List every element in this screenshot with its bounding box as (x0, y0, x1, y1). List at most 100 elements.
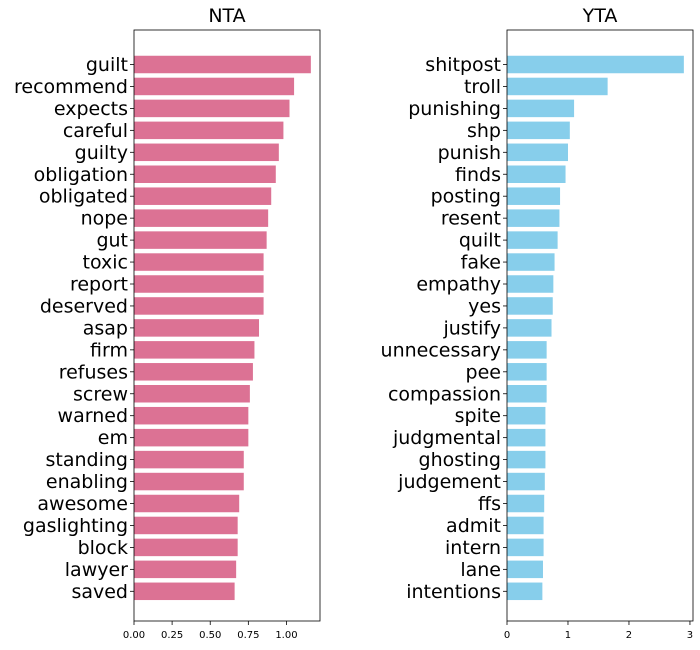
bar-deserved (134, 297, 264, 315)
bar-awesome (134, 494, 240, 513)
category-label: obligated (39, 186, 128, 208)
category-label: finds (455, 164, 501, 186)
category-label: justify (442, 317, 501, 339)
category-label: empathy (416, 274, 501, 296)
category-label: lawyer (65, 559, 128, 581)
category-label: enabling (46, 471, 128, 493)
bar-gut (134, 231, 267, 249)
category-label: nope (81, 208, 128, 230)
bar-guilt (134, 55, 311, 74)
category-label: guilty (75, 142, 128, 164)
category-label: standing (46, 449, 128, 471)
bar-firm (134, 341, 255, 359)
category-label: intern (445, 537, 501, 559)
category-label: ffs (478, 493, 501, 515)
category-label: compassion (388, 383, 501, 405)
category-label: quilt (459, 230, 501, 252)
bar-yes (507, 297, 553, 315)
bar-resent (507, 209, 560, 227)
category-label: admit (446, 515, 501, 537)
x-tick-label: 0.00 (123, 630, 145, 641)
category-label: fake (461, 252, 501, 274)
axes-frame (133, 29, 321, 622)
bar-obligation (134, 165, 276, 183)
bar-pee (507, 363, 547, 381)
category-label: refuses (59, 361, 128, 383)
bar-judgmental (507, 428, 546, 447)
panel-nta: NTAguiltrecommendexpectscarefulguiltyobl… (14, 5, 321, 641)
category-label: punishing (408, 98, 501, 120)
category-label: unnecessary (381, 339, 501, 361)
bar-empathy (507, 275, 554, 293)
bar-compassion (507, 385, 547, 403)
bar-justify (507, 319, 552, 337)
panel-title: NTA (208, 5, 245, 27)
category-label: spite (455, 405, 501, 427)
category-label: warned (58, 405, 128, 427)
bar-saved (134, 582, 235, 601)
category-label: lane (460, 559, 501, 581)
bar-guilty (134, 143, 279, 162)
bar-punish (507, 143, 568, 162)
axes-frame (506, 29, 694, 622)
bar-spite (507, 406, 546, 425)
bar-admit (507, 516, 544, 535)
category-label: em (98, 427, 128, 449)
bar-recommend (134, 77, 295, 96)
bar-refuses (134, 363, 253, 381)
x-tick-label: 0.50 (199, 630, 221, 641)
category-label: asap (83, 317, 128, 339)
category-label: obligation (34, 164, 128, 186)
category-label: block (78, 537, 128, 559)
x-tick-label: 2 (626, 630, 632, 641)
category-label: gaslighting (23, 515, 128, 537)
bar-toxic (134, 253, 264, 271)
bar-lane (507, 560, 543, 579)
bar-shitpost (507, 55, 684, 74)
category-label: saved (71, 581, 128, 603)
bar-warned (134, 406, 249, 425)
category-label: report (70, 274, 128, 296)
bar-obligated (134, 187, 272, 205)
bar-shp (507, 121, 570, 140)
category-label: guilt (86, 54, 128, 76)
category-label: expects (54, 98, 128, 120)
category-label: awesome (37, 493, 128, 515)
bar-em (134, 428, 249, 447)
bar-careful (134, 121, 284, 140)
bar-report (134, 275, 264, 293)
category-label: posting (431, 186, 501, 208)
category-label: pee (466, 361, 501, 383)
bar-ffs (507, 494, 545, 513)
bar-posting (507, 187, 561, 205)
category-label: toxic (83, 252, 128, 274)
x-tick-label: 0 (504, 630, 510, 641)
category-label: deserved (40, 295, 128, 317)
bar-lawyer (134, 560, 237, 579)
category-label: intentions (406, 581, 501, 603)
category-label: firm (90, 339, 128, 361)
bar-finds (507, 165, 566, 183)
panel-yta: YTAshitposttrollpunishingshppunishfindsp… (381, 5, 694, 641)
category-label: recommend (14, 76, 128, 98)
bar-intentions (507, 582, 543, 601)
category-label: troll (464, 76, 501, 98)
bar-screw (134, 385, 250, 403)
bar-block (134, 538, 238, 557)
x-tick-label: 3 (687, 630, 693, 641)
bar-gaslighting (134, 516, 238, 535)
bar-ghosting (507, 450, 546, 469)
category-label: ghosting (419, 449, 501, 471)
category-label: yes (468, 295, 501, 317)
category-label: judgement (397, 471, 501, 493)
category-label: careful (63, 120, 128, 142)
bar-nope (134, 209, 269, 227)
category-label: resent (441, 208, 501, 230)
category-label: judgmental (392, 427, 501, 449)
bar-unnecessary (507, 341, 547, 359)
bar-standing (134, 450, 244, 469)
x-tick-label: 0.25 (161, 630, 183, 641)
x-tick-label: 1.00 (275, 630, 297, 641)
panel-title: YTA (582, 5, 618, 27)
bar-fake (507, 253, 555, 271)
